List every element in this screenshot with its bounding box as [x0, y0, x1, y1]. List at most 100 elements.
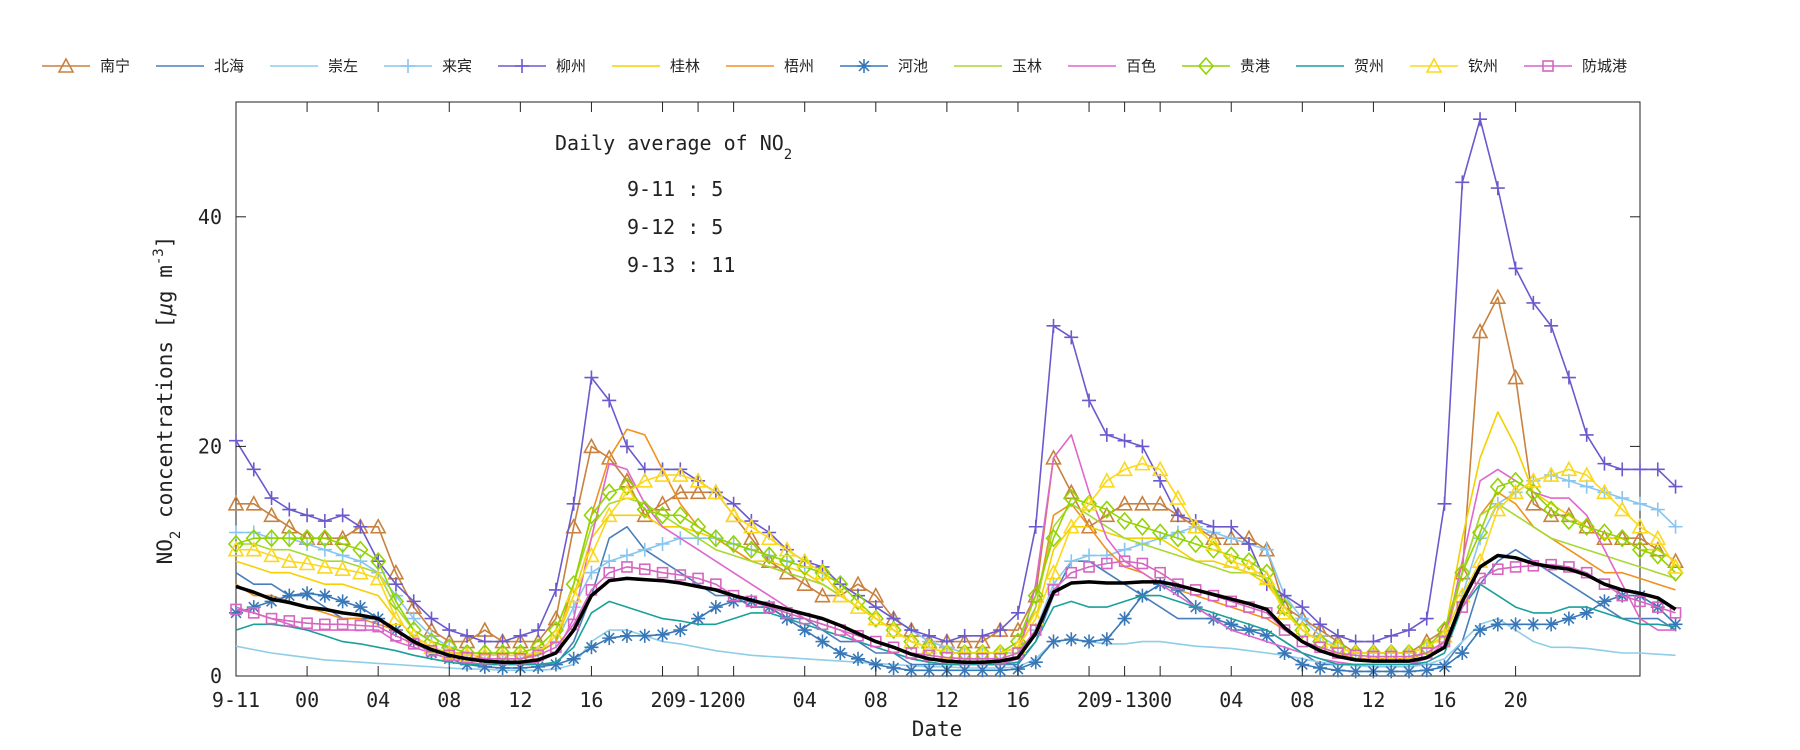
data-point — [636, 500, 653, 519]
series-梧州 — [235, 428, 1676, 660]
legend-label: 来宾 — [442, 57, 472, 75]
data-point — [1401, 623, 1416, 638]
data-point — [920, 638, 938, 655]
data-point — [1526, 295, 1541, 310]
data-point — [1544, 318, 1559, 333]
data-point — [1455, 175, 1470, 190]
data-point — [1631, 540, 1649, 559]
x-axis-title: Date — [912, 717, 963, 741]
data-point — [282, 502, 297, 517]
data-point — [1027, 586, 1044, 605]
data-point — [531, 623, 546, 638]
data-point — [619, 548, 634, 563]
data-point — [674, 569, 687, 581]
data-point — [1222, 552, 1240, 569]
legend-label: 百色 — [1126, 57, 1156, 75]
data-point — [247, 607, 260, 619]
x-tick-label: 12 — [508, 688, 532, 712]
data-point — [1614, 529, 1631, 548]
data-point — [1276, 604, 1293, 620]
data-point — [1277, 646, 1292, 661]
data-point — [708, 600, 723, 615]
data-point — [904, 663, 919, 678]
data-point — [1579, 605, 1594, 620]
data-point — [583, 506, 600, 525]
data-point — [424, 611, 439, 626]
data-point — [1650, 462, 1665, 477]
data-point — [815, 634, 830, 649]
data-point — [636, 472, 654, 488]
data-point — [300, 586, 315, 601]
x-tick-label: 9-11 — [212, 688, 260, 712]
data-point — [796, 552, 814, 569]
data-point — [263, 529, 280, 548]
data-point — [1561, 611, 1576, 626]
data-point — [778, 551, 795, 571]
data-point — [401, 59, 415, 73]
series-line — [236, 296, 1676, 654]
data-point — [1045, 529, 1062, 548]
data-point — [1544, 617, 1559, 632]
data-point — [1101, 557, 1113, 570]
data-point — [263, 546, 280, 563]
data-point — [1667, 558, 1684, 574]
data-point — [814, 586, 831, 603]
legend-item: 柳州 — [498, 57, 586, 75]
data-point — [1082, 393, 1097, 408]
plot-frame — [235, 101, 1641, 677]
data-point — [1028, 655, 1043, 670]
data-point — [655, 536, 670, 551]
data-point — [387, 592, 405, 611]
legend-item: 防城港 — [1524, 57, 1627, 75]
data-point — [477, 659, 492, 674]
data-point — [1634, 595, 1646, 608]
data-point — [352, 540, 369, 559]
data-point — [57, 57, 75, 73]
data-point — [1471, 322, 1489, 339]
data-point — [1242, 536, 1257, 551]
data-point — [300, 536, 315, 551]
data-point — [264, 491, 279, 506]
data-point — [957, 663, 972, 678]
data-point — [743, 540, 760, 559]
x-tick-label: 20 — [650, 688, 674, 712]
data-point — [857, 59, 871, 73]
data-point — [227, 534, 245, 554]
data-point — [1669, 607, 1682, 619]
data-point — [1561, 370, 1576, 385]
series-钦州 — [227, 454, 1684, 663]
data-point — [672, 506, 689, 525]
data-point — [370, 551, 387, 571]
legend-label: 崇左 — [328, 57, 358, 75]
legend-item: 玉林 — [954, 57, 1042, 75]
series-line — [236, 474, 1677, 657]
data-point — [369, 518, 387, 534]
data-point — [406, 594, 421, 609]
data-point — [619, 439, 634, 454]
data-point — [227, 541, 245, 557]
legend-item: 河池 — [840, 57, 928, 75]
data-point — [265, 612, 278, 625]
data-point — [690, 517, 707, 536]
x-tick-label: 16 — [1006, 688, 1030, 712]
data-point — [1400, 644, 1418, 660]
data-point — [1561, 473, 1576, 488]
data-point — [1490, 181, 1505, 196]
data-point — [1631, 529, 1649, 546]
data-point — [1436, 620, 1453, 640]
data-point — [316, 558, 334, 574]
data-point — [531, 659, 546, 674]
data-point — [353, 519, 368, 534]
data-point — [245, 495, 263, 511]
data-point — [317, 514, 332, 529]
x-tick-label: 16 — [1432, 688, 1456, 712]
x-tick-label: 08 — [1290, 688, 1314, 712]
data-point — [1313, 660, 1328, 675]
data-point — [603, 566, 616, 579]
x-tick-label: 04 — [366, 688, 390, 712]
data-point — [1063, 488, 1080, 508]
x-tick-label: 20 — [1077, 688, 1101, 712]
data-point — [656, 566, 669, 579]
series-贺州 — [235, 583, 1676, 666]
series-line — [235, 118, 1677, 643]
